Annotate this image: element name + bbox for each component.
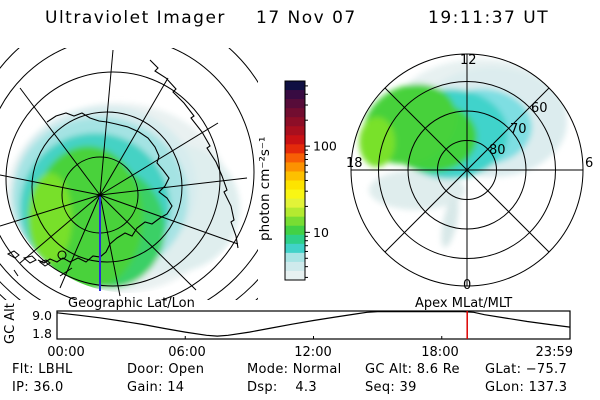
dsp-value: Dsp: 4.3 bbox=[247, 380, 317, 395]
xtick-1800: 18:00 bbox=[421, 345, 458, 360]
colorbar: 100 10 photon cm⁻²s⁻¹ bbox=[257, 80, 337, 281]
date-label: 17 Nov 07 bbox=[256, 8, 357, 28]
mlt-label-12: 12 bbox=[460, 53, 477, 68]
colorbar-segments bbox=[285, 81, 305, 281]
status-col-door: Door: Open Gain: 14 bbox=[127, 361, 204, 397]
status-col-gcalt: GC Alt: 8.6 Re Seq: 39 bbox=[365, 361, 460, 397]
xtick-0600: 06:00 bbox=[168, 345, 205, 360]
x-axis-ticks bbox=[184, 336, 443, 339]
ut-time-label: 19:11:37 UT bbox=[428, 8, 550, 28]
mlt-spokes bbox=[351, 54, 583, 286]
gc-alt-axis-label: GC Alt bbox=[3, 303, 18, 344]
door-value: Door: Open bbox=[127, 362, 205, 377]
mlt-label-18: 18 bbox=[346, 156, 363, 171]
strip-chart-frame bbox=[56, 310, 571, 340]
mlt-label-0: 0 bbox=[463, 278, 471, 293]
antarctica-coastline bbox=[37, 59, 239, 264]
mlat-ring-label-60: 60 bbox=[531, 101, 548, 116]
seq-value: Seq: 39 bbox=[365, 380, 417, 395]
right-plot-caption: Apex MLat/MLT bbox=[415, 296, 512, 311]
glat-value: GLat: −75.7 bbox=[485, 362, 568, 377]
status-col-glat: GLat: −75.7 GLon: 137.3 bbox=[485, 361, 567, 397]
mlt-label-6: 6 bbox=[585, 156, 593, 171]
gain-value: Gain: 14 bbox=[127, 380, 185, 395]
mlat-ring-label-80: 80 bbox=[489, 143, 506, 158]
colorbar-tick-100: 100 bbox=[313, 139, 337, 154]
apex-polar-plot: 12 18 6 0 60 70 80 bbox=[346, 53, 593, 293]
status-col-mode: Mode: Normal Dsp: 4.3 bbox=[247, 361, 342, 397]
geographic-map-plot bbox=[0, 48, 258, 300]
aurora-image-polar bbox=[359, 59, 567, 248]
ytick-1-8: 1.8 bbox=[32, 326, 52, 341]
gc-alt-strip-chart: Geographic Lat/Lon Apex MLat/MLT GC Alt … bbox=[3, 296, 573, 360]
xtick-0000: 00:00 bbox=[47, 345, 84, 360]
mlat-ring-label-70: 70 bbox=[510, 122, 527, 137]
flt-value: Flt: LBHL bbox=[12, 362, 73, 377]
pole-point bbox=[98, 193, 102, 197]
gc-alt-curve bbox=[56, 311, 571, 337]
ytick-9: 9.0 bbox=[32, 308, 52, 323]
glon-value: GLon: 137.3 bbox=[485, 380, 568, 395]
app-title: Ultraviolet Imager bbox=[45, 8, 226, 28]
xtick-2359: 23:59 bbox=[536, 345, 573, 360]
gcalt-value: GC Alt: 8.6 Re bbox=[365, 362, 460, 377]
mode-value: Mode: Normal bbox=[247, 362, 342, 377]
left-plot-caption: Geographic Lat/Lon bbox=[68, 296, 195, 311]
colorbar-ticks bbox=[305, 85, 310, 278]
status-col-flt: Flt: LBHL IP: 36.0 bbox=[12, 361, 73, 397]
ip-value: IP: 36.0 bbox=[12, 380, 64, 395]
meridian-lines bbox=[0, 49, 248, 297]
colorbar-tick-10: 10 bbox=[313, 225, 329, 240]
colorbar-units-label: photon cm⁻²s⁻¹ bbox=[257, 137, 273, 241]
island-chain bbox=[6, 250, 73, 277]
xtick-1200: 12:00 bbox=[294, 345, 331, 360]
